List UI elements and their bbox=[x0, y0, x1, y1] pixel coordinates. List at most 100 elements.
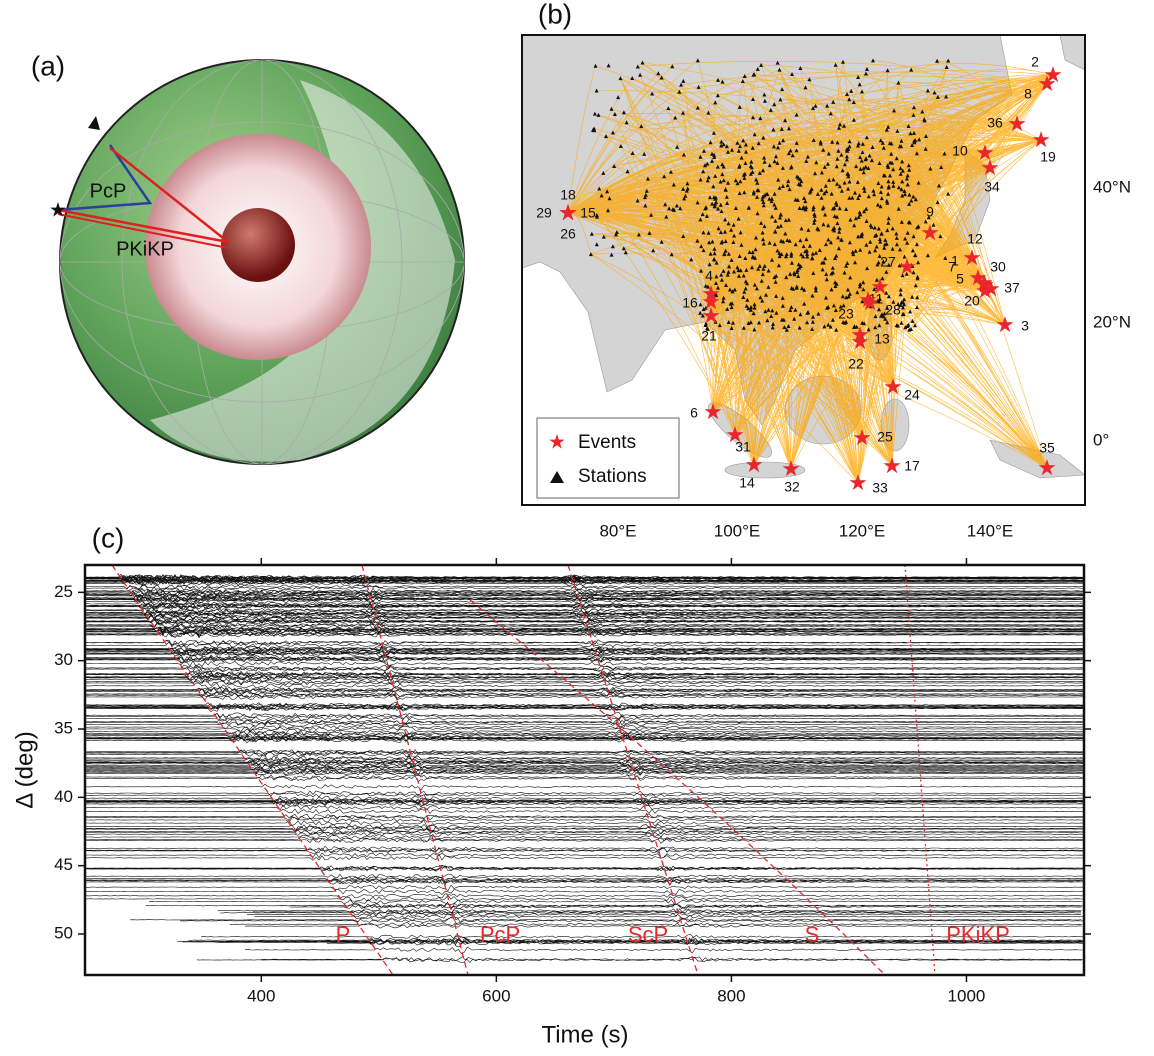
x-axis-label: Time (s) bbox=[541, 1021, 628, 1048]
event-star: ★ bbox=[883, 374, 903, 399]
event-star: ★ bbox=[975, 140, 995, 165]
event-label: 22 bbox=[848, 356, 864, 372]
event-star: ★ bbox=[725, 422, 745, 447]
legend-star: ★ bbox=[548, 431, 566, 453]
event-star: ★ bbox=[1043, 62, 1063, 87]
event-star: ★ bbox=[981, 276, 1001, 301]
event-label: 27 bbox=[880, 254, 896, 270]
y-tick-label: 35 bbox=[54, 718, 73, 737]
event-star: ★ bbox=[701, 281, 721, 306]
event-star: ★ bbox=[558, 200, 578, 225]
event-star: ★ bbox=[858, 287, 878, 312]
event-star: ★ bbox=[558, 200, 578, 225]
event-label: 8 bbox=[1024, 86, 1032, 102]
event-label: 21 bbox=[701, 328, 717, 344]
lat-tick-label: 40°N bbox=[1093, 177, 1131, 196]
phase-label: S bbox=[805, 922, 820, 947]
y-tick-label: 50 bbox=[54, 923, 73, 942]
event-star: ★ bbox=[850, 329, 870, 354]
event-label: 29 bbox=[536, 205, 552, 221]
legend-triangle bbox=[550, 471, 564, 483]
event-star: ★ bbox=[920, 220, 940, 245]
x-tick-label: 800 bbox=[717, 986, 745, 1005]
traces bbox=[85, 573, 1084, 963]
ocean-shade bbox=[150, 80, 455, 462]
event-star: ★ bbox=[962, 245, 982, 270]
legend-label: Stations bbox=[578, 466, 647, 487]
plot-frame bbox=[83, 563, 1086, 977]
lat-tick-label: 20°N bbox=[1093, 312, 1131, 331]
event-star: ★ bbox=[860, 290, 880, 315]
event-label: 23 bbox=[838, 306, 854, 322]
lon-tick-label: 140°E bbox=[967, 521, 1014, 540]
event-label: 16 bbox=[682, 295, 698, 311]
event-star: ★ bbox=[701, 303, 721, 328]
event-label: 5 bbox=[956, 271, 964, 287]
event-label: 37 bbox=[1004, 280, 1020, 296]
lat-tick-label: 0° bbox=[1093, 430, 1109, 449]
event-star: ★ bbox=[882, 453, 902, 478]
event-star: ★ bbox=[870, 274, 890, 299]
y-tick-label: 25 bbox=[54, 582, 73, 601]
event-label: 6 bbox=[690, 405, 698, 421]
event-star: ★ bbox=[744, 452, 764, 477]
pkikp-ray bbox=[57, 147, 229, 244]
y-tick-label: 45 bbox=[54, 855, 73, 874]
x-tick-label: 400 bbox=[247, 986, 275, 1005]
event-label: 36 bbox=[987, 115, 1003, 131]
event-star: ★ bbox=[1031, 127, 1051, 152]
event-star: ★ bbox=[701, 289, 721, 314]
y-tick-label: 40 bbox=[54, 787, 73, 806]
event-label: 4 bbox=[705, 268, 713, 284]
legend bbox=[536, 417, 680, 499]
event-star: ★ bbox=[995, 312, 1015, 337]
event-label: 34 bbox=[984, 179, 1000, 195]
event-star: ★ bbox=[848, 470, 868, 495]
record-section: (c) Time (s) Δ (deg) 400 600 800 1000 25 30 35… bbox=[11, 522, 1091, 1048]
map-panel: ★1★2★ 3★4 ★5★6★7★8★9★10★11★12★ 13★14★ 15★16★… bbox=[521, 0, 1131, 540]
event-label: 31 bbox=[735, 439, 751, 455]
travel-time-curves bbox=[111, 565, 936, 975]
event-label: 9 bbox=[926, 204, 934, 220]
event-star: ★ bbox=[781, 456, 801, 481]
event-label: 18 bbox=[560, 187, 576, 203]
event-star: ★ bbox=[703, 399, 723, 424]
event-star: ★ bbox=[850, 322, 870, 347]
legend-label: Events bbox=[578, 432, 636, 453]
phase-label: PKiKP bbox=[946, 922, 1010, 947]
event-label: 3 bbox=[1021, 318, 1029, 334]
phase-label: PcP bbox=[480, 922, 520, 947]
event-label: 24 bbox=[904, 387, 920, 403]
event-label: 15 bbox=[580, 205, 596, 221]
phase-label: ScP bbox=[628, 922, 668, 947]
pcp-ray bbox=[57, 144, 153, 212]
event-star: ★ bbox=[1007, 111, 1027, 136]
event-star: ★ bbox=[974, 270, 994, 295]
pkikp-ray bbox=[57, 213, 229, 249]
y-tick-label: 30 bbox=[54, 650, 73, 669]
y-axis-label: Δ (deg) bbox=[11, 731, 38, 808]
event-star: ★ bbox=[1037, 71, 1057, 96]
event-label: 10 bbox=[952, 143, 968, 159]
phase-label: P bbox=[336, 922, 351, 947]
x-tick-label: 1000 bbox=[948, 986, 986, 1005]
event-label: 32 bbox=[784, 479, 800, 495]
panel-label: (a) bbox=[31, 50, 65, 81]
phase-label: PcP bbox=[90, 180, 127, 202]
x-tick-label: 600 bbox=[482, 986, 510, 1005]
event-star: ★ bbox=[975, 272, 995, 297]
event-label: 33 bbox=[872, 480, 888, 496]
event-star: ★ bbox=[980, 155, 1000, 180]
phase-label: PKiKP bbox=[116, 238, 174, 260]
lon-tick-label: 120°E bbox=[839, 521, 886, 540]
event-star: ★ bbox=[852, 425, 872, 450]
event-label: 17 bbox=[904, 458, 920, 474]
event-star: ★ bbox=[968, 265, 988, 290]
event-star: ★ bbox=[558, 200, 578, 225]
event-label: 13 bbox=[874, 331, 890, 347]
event-label: 14 bbox=[739, 475, 755, 491]
station bbox=[88, 116, 100, 130]
lon-tick-label: 80°E bbox=[599, 521, 636, 540]
event-star: ★ bbox=[897, 254, 917, 279]
